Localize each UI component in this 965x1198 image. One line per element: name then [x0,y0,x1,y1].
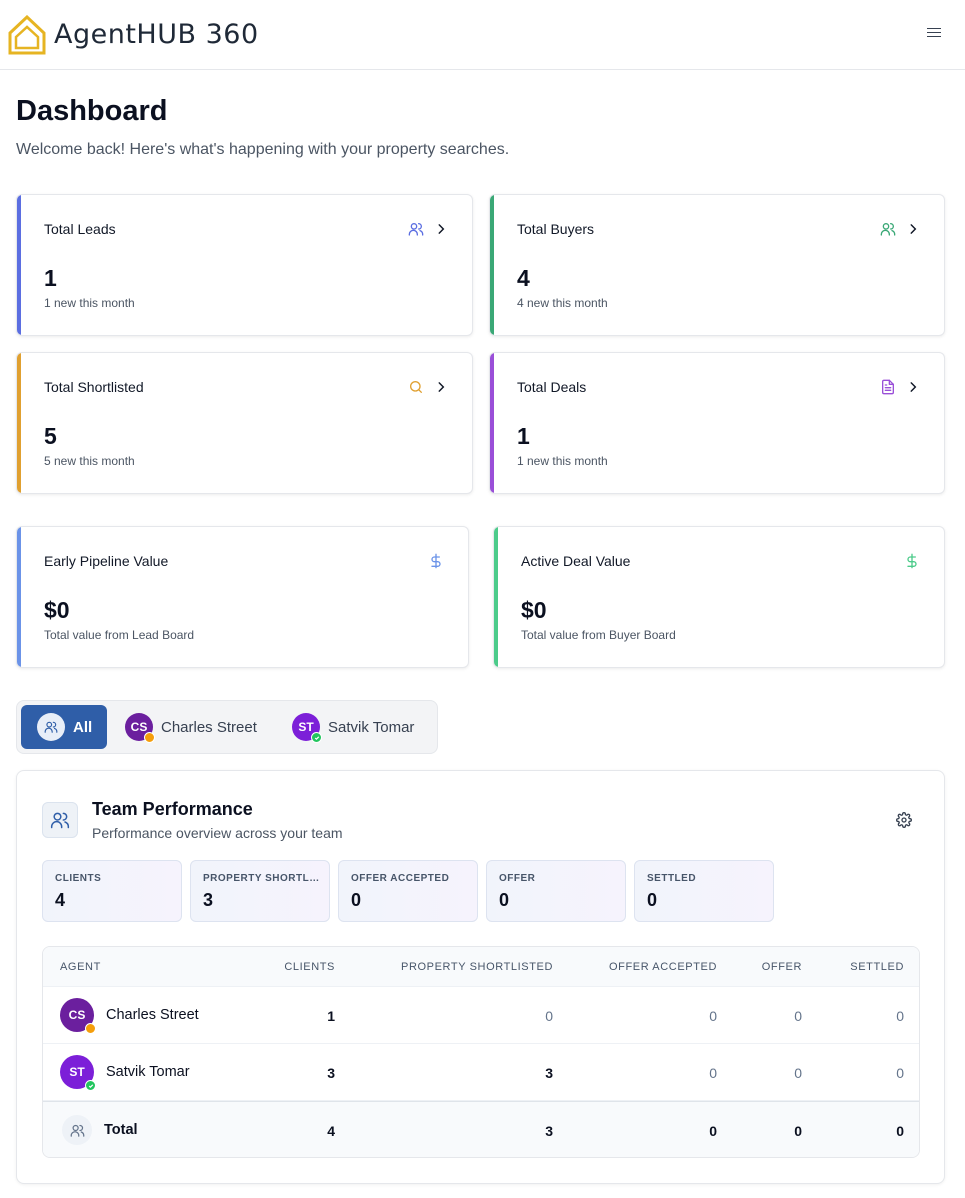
table-header: AGENT CLIENTS PROPERTY SHORTLISTED OFFER… [43,947,919,987]
card-value: 1 [44,265,57,291]
page-subtitle: Welcome back! Here's what's happening wi… [16,141,510,158]
users-icon [42,802,78,838]
metric-offer-accepted: OFFER ACCEPTED 0 [338,860,478,922]
cell-accepted: 0 [709,1065,717,1081]
cell-offer: 0 [794,1008,802,1024]
avatar: CS [60,998,96,1034]
users-icon [37,713,65,741]
cell-shortlisted: 3 [545,1123,553,1139]
agent-name: Charles Street [106,1007,199,1023]
card-label: Total Leads [44,221,116,237]
panel-subtitle: Performance overview across your team [92,825,343,841]
cell-settled: 0 [896,1065,904,1081]
card-value: $0 [521,597,547,623]
card-value: 5 [44,423,57,449]
agent-filter: All CS Charles Street ST Satvik Tomar [16,700,438,754]
chevron-right-icon[interactable] [906,380,920,394]
card-note: 1 new this month [517,454,608,468]
chevron-right-icon[interactable] [434,222,448,236]
card-value: $0 [44,597,70,623]
cell-offer: 0 [794,1065,802,1081]
total-leads-card[interactable]: Total Leads 1 1 new this month [16,194,473,336]
card-label: Total Buyers [517,221,595,237]
hamburger-menu-icon[interactable] [927,25,941,39]
cell-settled: 0 [896,1008,904,1024]
card-label: Early Pipeline Value [44,553,169,569]
team-performance-panel: Team Performance Performance overview ac… [16,770,945,1184]
avatar: CS [125,713,155,743]
total-deals-card[interactable]: Total Deals 1 1 new this month [489,352,945,494]
dollar-icon [907,553,917,569]
status-check-icon [85,1080,96,1091]
cell-shortlisted: 3 [545,1065,553,1081]
users-icon [408,223,424,236]
table-row[interactable]: CS Charles Street 1 0 0 0 0 [43,987,919,1044]
chevron-right-icon[interactable] [434,380,448,394]
card-note: Total value from Buyer Board [521,628,676,642]
card-label: Active Deal Value [521,553,631,569]
card-label: Total Deals [517,379,587,395]
cell-offer: 0 [794,1123,802,1139]
status-check-icon [311,732,322,743]
cell-settled: 0 [896,1123,904,1139]
status-dot [144,732,155,743]
col-offer[interactable]: OFFER [761,961,802,973]
total-shortlisted-card[interactable]: Total Shortlisted 5 5 new this month [16,352,473,494]
metric-clients: CLIENTS 4 [42,860,182,922]
filter-label: Satvik Tomar [328,718,415,736]
status-dot [85,1023,96,1034]
filter-all-button[interactable]: All [21,705,107,749]
active-deal-value-card: Active Deal Value $0 Total value from Bu… [493,526,945,668]
filter-label: Charles Street [161,718,257,736]
avatar: ST [60,1055,96,1091]
cell-shortlisted: 0 [545,1008,553,1024]
panel-title: Team Performance [92,799,253,819]
table-total-row: Total 4 3 0 0 0 [43,1101,919,1157]
card-label: Total Shortlisted [44,379,144,395]
cell-clients: 3 [327,1065,335,1081]
early-pipeline-value-card: Early Pipeline Value $0 Total value from… [16,526,469,668]
cell-accepted: 0 [709,1008,717,1024]
cell-clients: 1 [327,1008,335,1024]
avatar: ST [292,713,322,743]
page-title: Dashboard [16,95,168,127]
filter-agent-charles-street[interactable]: CS Charles Street [125,705,275,749]
app-name: AgentHUB 360 [54,19,259,50]
col-settled[interactable]: SETTLED [850,961,904,973]
table-row[interactable]: ST Satvik Tomar 3 3 0 0 0 [43,1044,919,1101]
card-value: 4 [517,265,530,291]
app-logo[interactable]: AgentHUB 360 [8,14,259,55]
total-buyers-card[interactable]: Total Buyers 4 4 new this month [489,194,945,336]
total-label: Total [104,1122,138,1138]
card-value: 1 [517,423,530,449]
search-icon [410,381,422,393]
metric-property-shortlisted: PROPERTY SHORTLISTED 3 [190,860,330,922]
col-clients[interactable]: CLIENTS [284,961,335,973]
col-property-shortlisted[interactable]: PROPERTY SHORTLISTED [401,961,553,973]
users-icon [62,1115,92,1145]
house-logo-icon [8,14,46,54]
col-offer-accepted[interactable]: OFFER ACCEPTED [608,961,717,973]
card-note: Total value from Lead Board [44,628,195,642]
gear-icon[interactable] [896,812,912,828]
chevron-right-icon[interactable] [906,222,920,236]
top-bar: AgentHUB 360 [0,0,965,70]
dollar-icon [431,553,441,569]
cell-accepted: 0 [709,1123,717,1139]
users-icon [880,223,896,236]
card-note: 1 new this month [44,296,135,310]
team-table: AGENT CLIENTS PROPERTY SHORTLISTED OFFER… [42,946,920,1158]
cell-clients: 4 [327,1123,335,1139]
col-agent[interactable]: AGENT [60,961,101,973]
document-icon [882,379,894,395]
filter-label: All [73,718,93,736]
metric-settled: SETTLED 0 [634,860,774,922]
agent-name: Satvik Tomar [106,1064,190,1080]
metric-offer: OFFER 0 [486,860,626,922]
card-note: 4 new this month [517,296,608,310]
card-note: 5 new this month [44,454,135,468]
filter-agent-satvik-tomar[interactable]: ST Satvik Tomar [292,705,432,749]
